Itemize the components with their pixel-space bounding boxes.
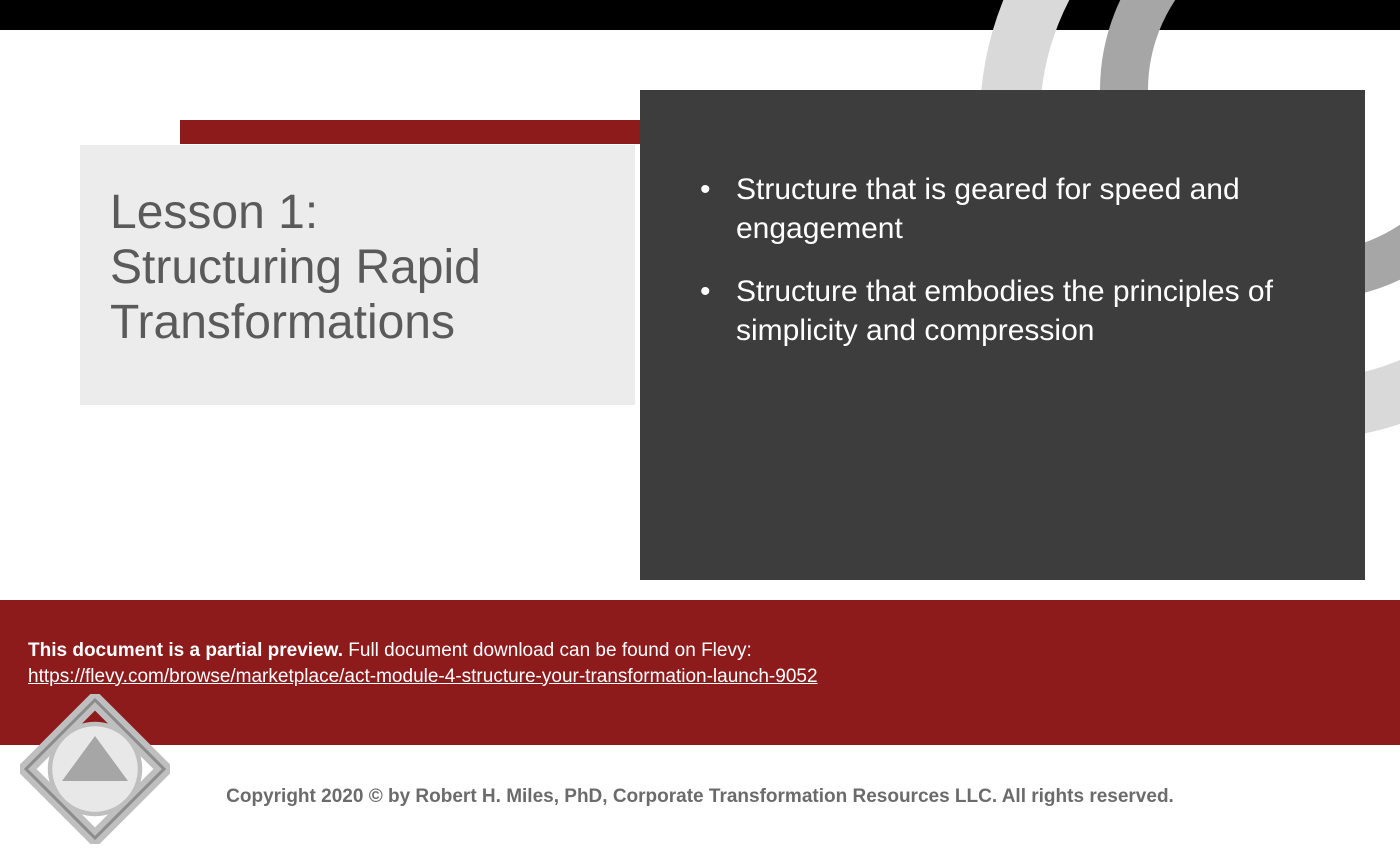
bullet-item: Structure that embodies the principles o… xyxy=(700,272,1315,350)
title-line-3: Transformations xyxy=(110,296,455,349)
preview-url-link[interactable]: https://flevy.com/browse/marketplace/act… xyxy=(28,666,818,687)
title-line-1: Lesson 1: xyxy=(110,186,318,239)
title-box: Lesson 1: Structuring Rapid Transformati… xyxy=(80,145,635,405)
footer: Copyright 2020 © by Robert H. Miles, PhD… xyxy=(0,745,1400,850)
copyright-text: Copyright 2020 © by Robert H. Miles, PhD… xyxy=(0,786,1400,808)
bullet-list: Structure that is geared for speed and e… xyxy=(700,170,1315,350)
bullet-item: Structure that is geared for speed and e… xyxy=(700,170,1315,248)
title-line-2: Structuring Rapid xyxy=(110,241,481,294)
preview-banner: This document is a partial preview. Full… xyxy=(0,600,1400,745)
maroon-accent-bar xyxy=(180,120,680,144)
body-box: Structure that is geared for speed and e… xyxy=(640,90,1365,580)
slide-title: Lesson 1: Structuring Rapid Transformati… xyxy=(110,185,605,351)
footer-logo-icon xyxy=(20,694,170,844)
preview-bold-lead: This document is a partial preview. xyxy=(28,640,343,661)
preview-rest: Full document download can be found on F… xyxy=(343,640,752,661)
